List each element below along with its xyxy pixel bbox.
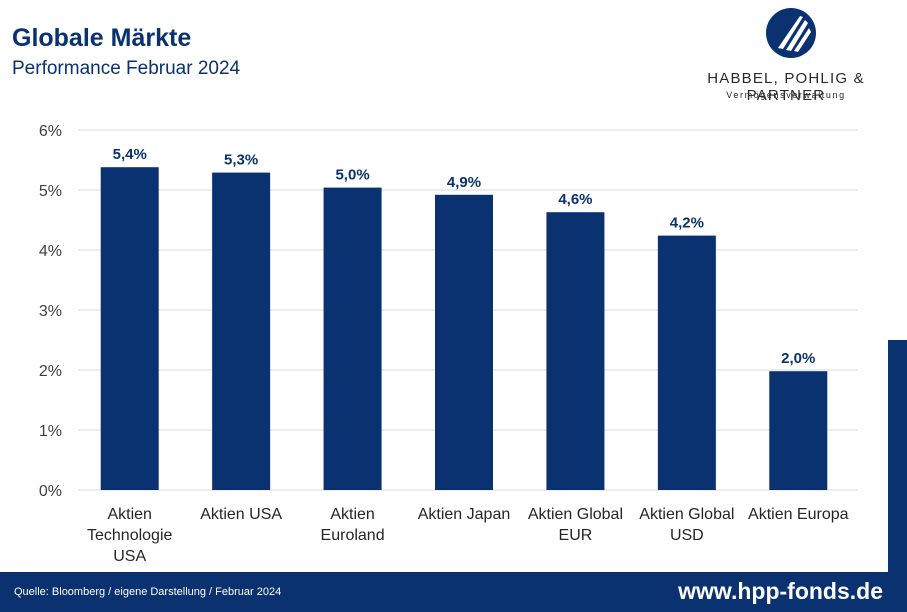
source-note: Quelle: Bloomberg / eigene Darstellung /… [14,586,282,598]
bar [323,187,382,490]
data-label: 2,0% [781,350,815,367]
data-label: 5,4% [113,146,147,163]
x-tick-label: USA [113,548,146,565]
right-accent-band [888,340,907,612]
x-tick-label: Aktien USA [200,506,282,523]
data-label: 4,2% [670,215,704,232]
bar [212,172,271,490]
company-logo: HABBEL, POHLIG & PARTNER Vermögensverwal… [680,8,890,104]
data-label: 4,9% [447,174,481,191]
footer-bar: Quelle: Bloomberg / eigene Darstellung /… [0,572,907,612]
page-subtitle: Performance Februar 2024 [12,58,241,79]
logo-tagline: Vermögensverwaltung [726,90,846,100]
y-tick-label: 5% [39,183,62,200]
logo-company-name: HABBEL, POHLIG & PARTNER [707,70,865,104]
x-tick-label: USD [670,527,704,544]
website-link[interactable]: www.hpp-fonds.de [678,578,883,604]
y-tick-label: 3% [39,303,62,320]
bar [100,167,159,490]
x-tick-label: EUR [559,527,593,544]
x-tick-label: Aktien [330,506,374,523]
chart-card: Globale Märkte Performance Februar 2024 … [12,8,890,565]
x-tick-label: Aktien Japan [418,506,511,523]
bar-chart: 0% 1% 2% 3% 4% 5% 6% 5,4% Aktien Technologie USA 5,… [39,123,858,565]
data-label: 5,3% [224,152,258,169]
x-tick-label: Aktien Europa [748,506,849,523]
x-tick-label: Euroland [321,527,385,544]
bar [546,212,605,490]
x-tick-label: Aktien [107,506,151,523]
logo-emblem-icon [766,8,816,58]
x-tick-label: Technologie [87,527,173,544]
bar [769,371,828,490]
y-tick-label: 1% [39,423,62,440]
data-label: 5,0% [335,167,369,184]
y-tick-label: 4% [39,243,62,260]
page-title: Globale Märkte [12,24,192,52]
bar [435,194,493,491]
x-tick-label: Aktien Global [639,506,734,523]
x-tick-label: Aktien Global [528,506,623,523]
bar [657,235,716,490]
y-tick-label: 2% [39,363,62,380]
data-label: 4,6% [558,191,592,208]
y-tick-label: 0% [39,483,62,500]
y-tick-label: 6% [39,123,62,140]
